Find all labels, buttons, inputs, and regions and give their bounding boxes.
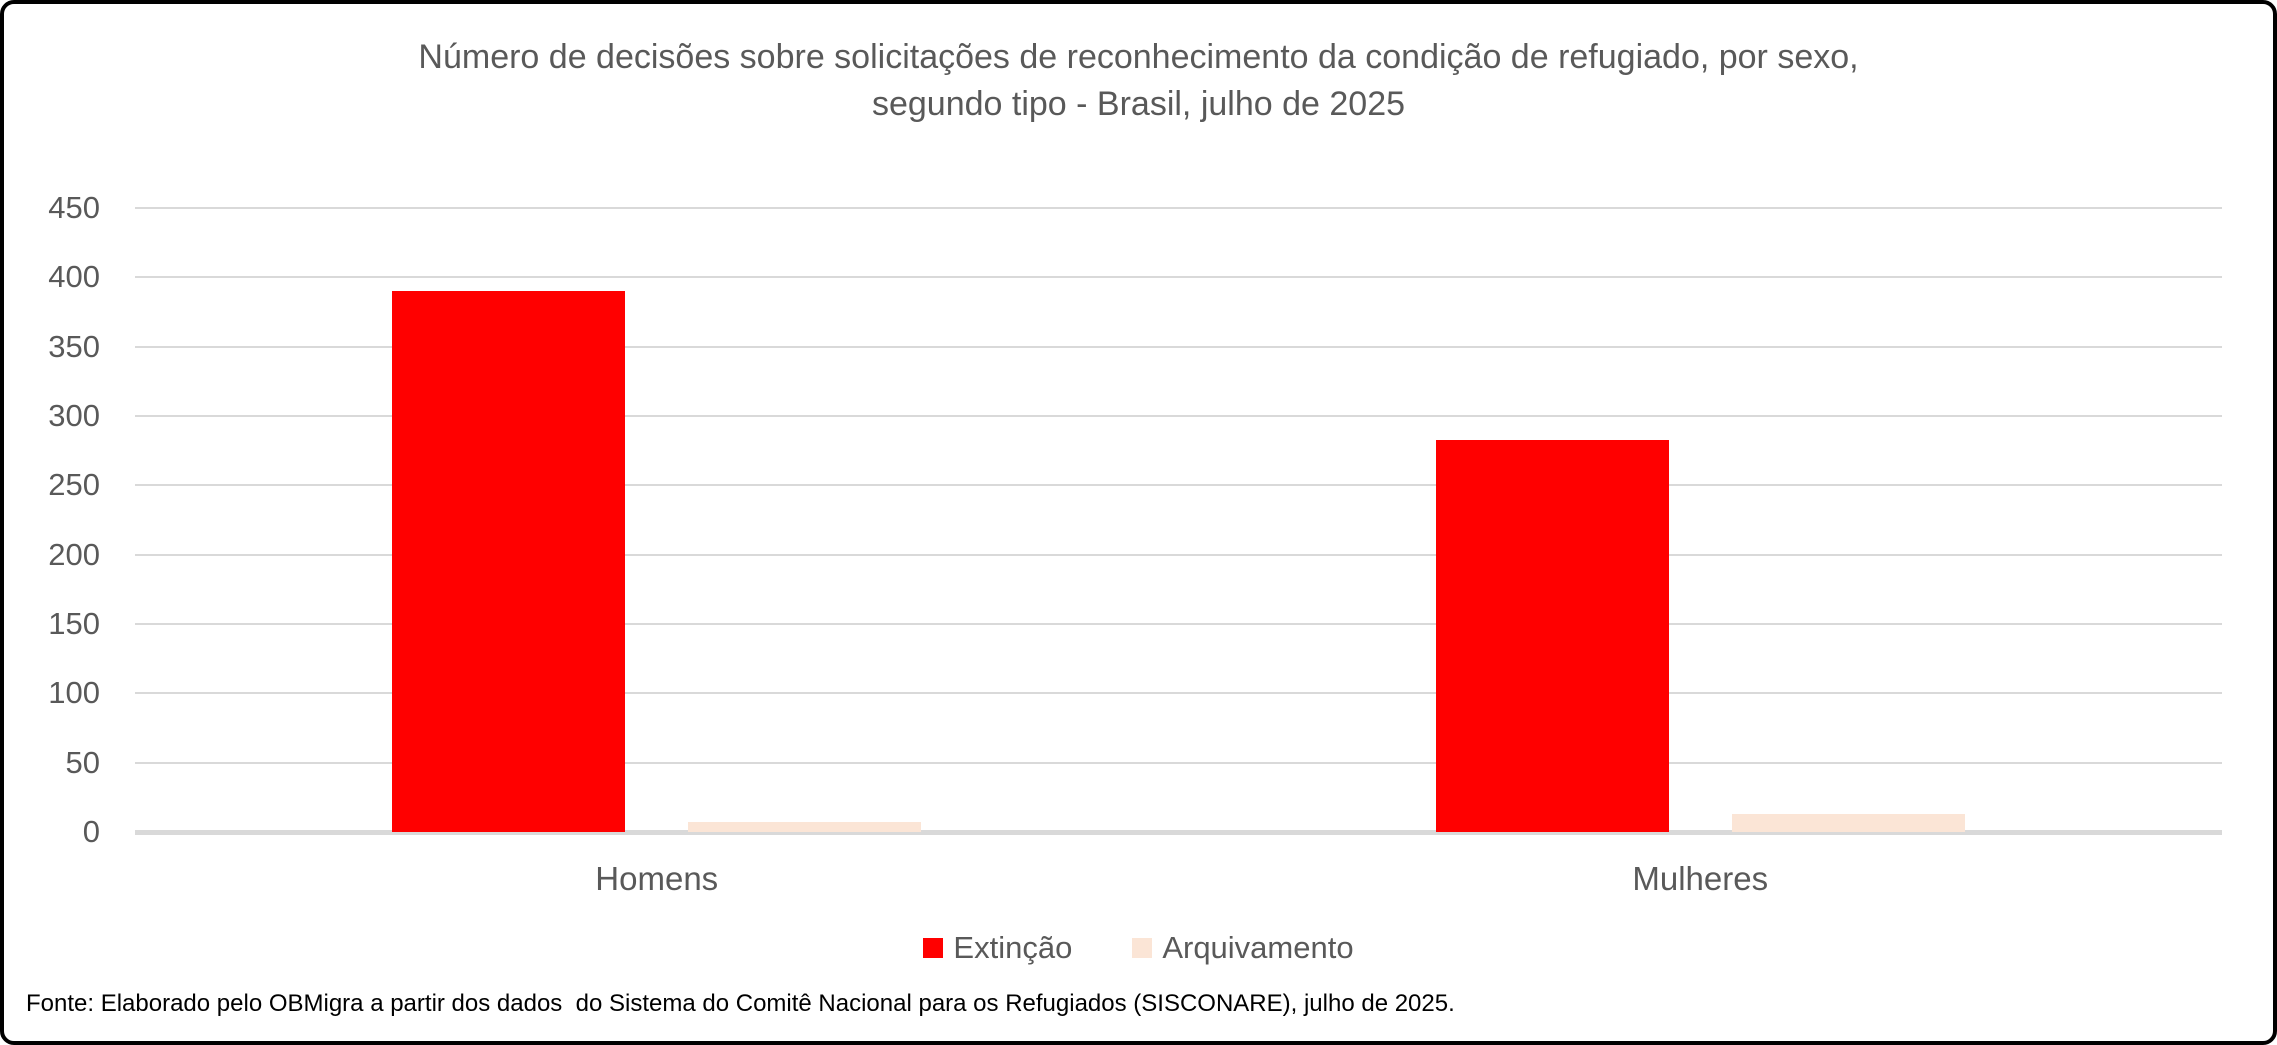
y-axis-tick-label: 50	[65, 744, 100, 780]
bar-extincao-homens	[392, 291, 626, 832]
legend-item-arquivamento: Arquivamento	[1132, 930, 1354, 966]
legend-item-extincao: Extinção	[923, 930, 1072, 966]
gridline	[135, 553, 2222, 556]
chart-title: Número de decisões sobre solicitações de…	[4, 34, 2273, 128]
y-axis-tick-label: 400	[48, 259, 100, 295]
gridline	[135, 623, 2222, 625]
gridline	[135, 276, 2222, 279]
legend-label: Arquivamento	[1162, 930, 1354, 965]
legend-label: Extinção	[953, 930, 1073, 965]
gridline	[135, 761, 2222, 764]
bar-extincao-mulheres	[1435, 439, 1669, 832]
bar-arquivamento-mulheres	[1731, 813, 1965, 832]
y-axis-tick-label: 300	[48, 398, 100, 433]
chart-title-line2: segundo tipo - Brasil, julho de 2025	[871, 85, 1406, 123]
y-axis-tick-label: 350	[48, 328, 100, 364]
gridline	[135, 692, 2222, 695]
plot-area: 0 50 100 150 200 250 300 350 400 450	[48, 191, 2222, 849]
x-axis-line	[135, 830, 2222, 835]
legend-swatch-arquivamento	[1132, 938, 1153, 958]
x-axis-category-label: Mulheres	[1632, 860, 1769, 897]
y-axis-tick-label: 200	[48, 536, 100, 572]
gridline	[135, 484, 2222, 487]
y-axis-tick-label: 150	[48, 606, 100, 641]
bar-arquivamento-homens	[688, 822, 922, 832]
gridline	[135, 415, 2222, 417]
legend-swatch-extincao	[923, 938, 944, 958]
y-axis-tick-label: 0	[82, 814, 100, 849]
gridline	[135, 207, 2222, 209]
y-axis-tick-label: 100	[48, 675, 100, 711]
source-note: Fonte: Elaborado pelo OBMigra a partir d…	[26, 990, 1455, 1017]
y-axis-tick-label: 450	[48, 190, 100, 225]
chart-title-line1: Número de decisões sobre solicitações de…	[418, 38, 1859, 76]
legend: Extinção Arquivamento	[4, 930, 2273, 966]
x-axis-category-label: Homens	[595, 860, 719, 897]
gridline	[135, 345, 2222, 348]
y-axis-tick-label: 250	[48, 467, 100, 503]
